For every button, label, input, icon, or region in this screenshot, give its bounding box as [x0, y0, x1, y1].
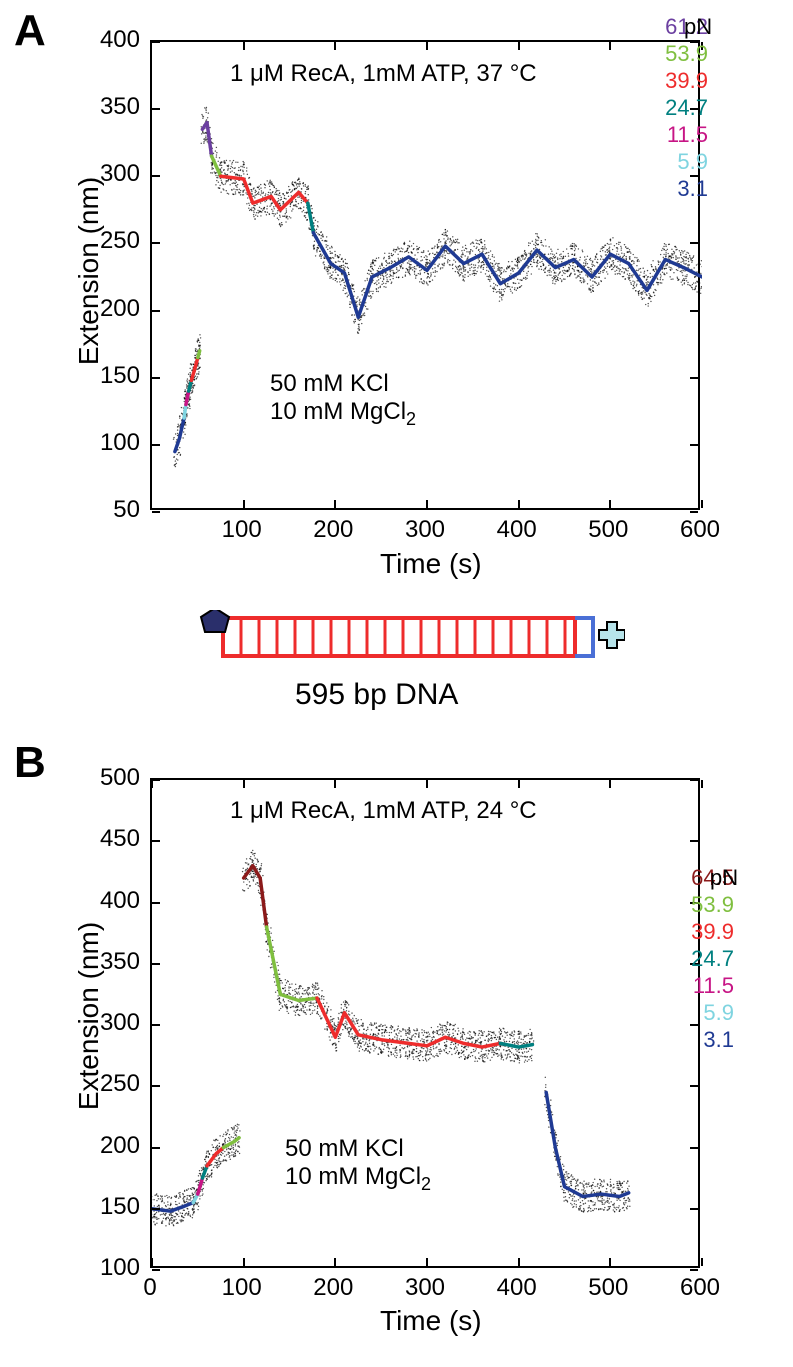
xtick-label: 300 — [405, 1274, 445, 1302]
xtick-label: 200 — [313, 516, 353, 544]
ytick-label: 400 — [80, 887, 140, 915]
legend-unit: pN — [684, 14, 724, 40]
xtick-label: 0 — [143, 1274, 156, 1302]
xtick-label: 100 — [222, 516, 262, 544]
xtick-label: 500 — [588, 1274, 628, 1302]
dna-label: 595 bp DNA — [295, 678, 458, 712]
dna-rungs — [241, 618, 565, 656]
legend-item: 53.9 — [628, 41, 708, 67]
panel-a-svg — [152, 42, 702, 512]
legend-item: 11.5 — [628, 122, 708, 148]
panel-b-buffer2-text: 10 mM MgCl — [285, 1163, 421, 1190]
ytick-label: 500 — [80, 764, 140, 792]
ytick-label: 400 — [80, 26, 140, 54]
cross-icon — [599, 622, 625, 648]
ytick-label: 100 — [80, 1254, 140, 1282]
xtick-label: 400 — [497, 516, 537, 544]
dna-svg — [195, 610, 625, 670]
ytick-label: 350 — [80, 93, 140, 121]
ytick-label: 250 — [80, 227, 140, 255]
legend-item: 24.7 — [654, 946, 734, 972]
panel-a-buffer2-sub: 2 — [406, 409, 416, 429]
legend-item: 24.7 — [628, 95, 708, 121]
legend-item: 5.9 — [654, 1000, 734, 1026]
xtick-label: 100 — [222, 1274, 262, 1302]
legend-item: 3.1 — [654, 1027, 734, 1053]
ytick-label: 150 — [80, 1193, 140, 1221]
xtick-label: 400 — [497, 1274, 537, 1302]
panel-a-chart-wrap — [150, 40, 700, 510]
xtick-label: 600 — [680, 1274, 720, 1302]
panel-b-xlabel: Time (s) — [380, 1305, 482, 1337]
panel-a-title: 1 μM RecA, 1mM ATP, 37 °C — [230, 60, 537, 88]
xtick-label: 300 — [405, 516, 445, 544]
xtick-label: 200 — [313, 1274, 353, 1302]
pentagon-icon — [201, 610, 229, 632]
xtick-label: 600 — [680, 516, 720, 544]
panel-a-buffer2: 10 mM MgCl2 — [270, 398, 416, 430]
panel-a-xlabel: Time (s) — [380, 548, 482, 580]
ytick-label: 200 — [80, 1132, 140, 1160]
ytick-label: 250 — [80, 1070, 140, 1098]
legend-item: 39.9 — [654, 919, 734, 945]
panel-a-ylabel: Extension (nm) — [73, 177, 105, 365]
legend-item: 53.9 — [654, 892, 734, 918]
legend-item: 39.9 — [628, 68, 708, 94]
ytick-label: 150 — [80, 362, 140, 390]
legend-item: 11.5 — [654, 973, 734, 999]
panel-a-label: A — [14, 6, 46, 56]
panel-b-svg — [152, 780, 702, 1270]
dna-end-hook — [575, 618, 593, 656]
ytick-label: 300 — [80, 160, 140, 188]
ytick-label: 50 — [80, 496, 140, 524]
legend-unit: pN — [710, 865, 750, 891]
dna-diagram — [195, 610, 625, 685]
panel-b-buffer2: 10 mM MgCl2 — [285, 1163, 431, 1195]
panel-a-buffer1: 50 mM KCl — [270, 370, 389, 398]
panel-a-buffer2-text: 10 mM MgCl — [270, 398, 406, 425]
panel-b-label: B — [14, 738, 46, 788]
panel-b-buffer1: 50 mM KCl — [285, 1135, 404, 1163]
panel-b-buffer2-sub: 2 — [421, 1174, 431, 1194]
panel-a-chart — [150, 40, 700, 510]
ytick-label: 200 — [80, 295, 140, 323]
xtick-label: 500 — [588, 516, 628, 544]
panel-b-title: 1 μM RecA, 1mM ATP, 24 °C — [230, 797, 537, 825]
legend-item: 3.1 — [628, 176, 708, 202]
ytick-label: 300 — [80, 1009, 140, 1037]
ytick-label: 350 — [80, 948, 140, 976]
ytick-label: 450 — [80, 825, 140, 853]
ytick-label: 100 — [80, 429, 140, 457]
legend-item: 5.9 — [628, 149, 708, 175]
